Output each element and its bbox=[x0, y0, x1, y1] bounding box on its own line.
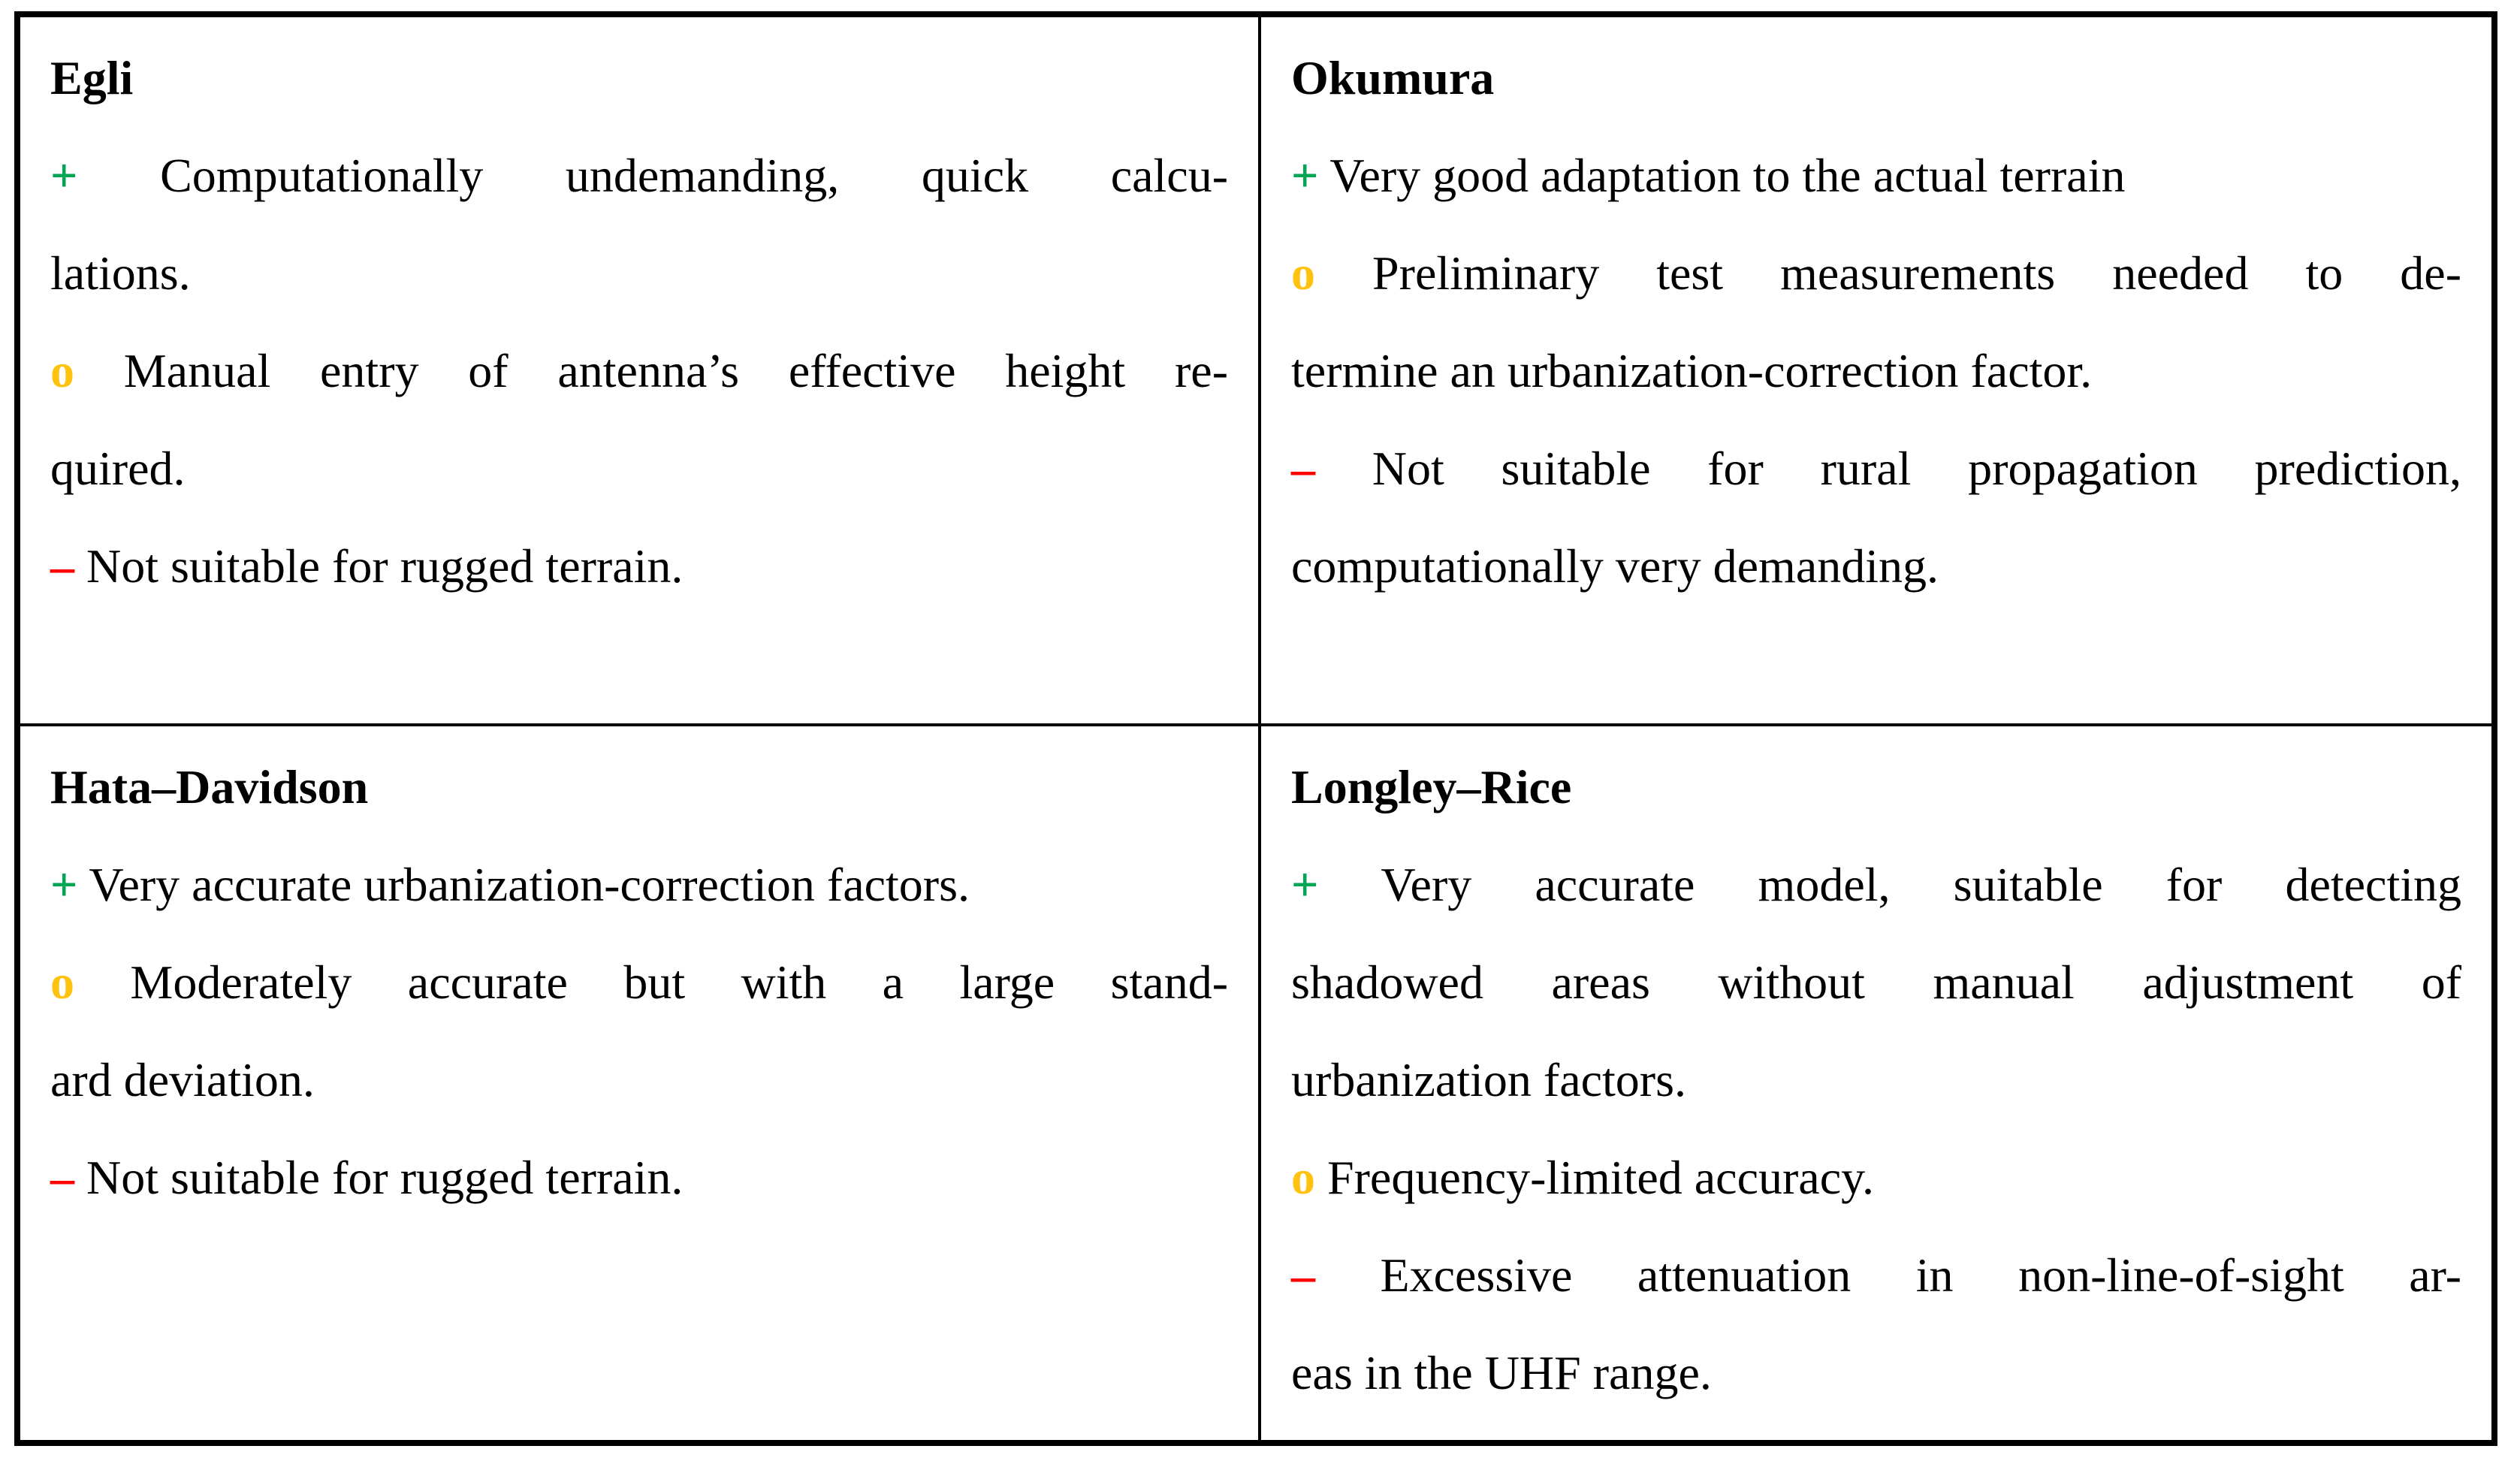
pro-line-continuation: shadowed areas without manual adjustment… bbox=[1291, 934, 2461, 1031]
neutral-marker: o bbox=[1291, 1151, 1315, 1204]
neutral-text: Moderately accurate but with a large sta… bbox=[130, 955, 1229, 1009]
neutral-marker: o bbox=[50, 955, 74, 1009]
con-line: – Not suitable for rugged terrain. bbox=[50, 1129, 1228, 1227]
con-text: Not suitable for rugged terrain. bbox=[86, 539, 684, 593]
pro-line: + Very accurate urbanization-correction … bbox=[50, 836, 1228, 934]
neutral-text: Preliminary test measurements needed to … bbox=[1372, 246, 2462, 300]
pro-line: + Very good adaptation to the actual ter… bbox=[1291, 127, 2461, 225]
con-line: – Not suitable for rural propagation pre… bbox=[1291, 420, 2461, 518]
minus-marker: – bbox=[1291, 442, 1315, 495]
neutral-text: Frequency-limited accuracy. bbox=[1327, 1151, 1874, 1204]
cell-egli: Egli + Computationally undemanding, quic… bbox=[20, 17, 1258, 723]
cell-hata-davidson: Hata–Davidson + Very accurate urbanizati… bbox=[20, 723, 1258, 1440]
pro-line: + Computationally undemanding, quick cal… bbox=[50, 127, 1228, 225]
pro-text: Very accurate model, suitable for detect… bbox=[1381, 858, 2462, 911]
con-text: Not suitable for rugged terrain. bbox=[86, 1151, 684, 1204]
con-line: – Not suitable for rugged terrain. bbox=[50, 518, 1228, 615]
neutral-line: o Preliminary test measurements needed t… bbox=[1291, 225, 2461, 322]
neutral-text: quired. bbox=[50, 442, 186, 495]
neutral-marker: o bbox=[1291, 246, 1315, 300]
plus-marker: + bbox=[50, 149, 78, 202]
propagation-models-comparison-table: Egli + Computationally undemanding, quic… bbox=[14, 11, 2497, 1446]
minus-marker: – bbox=[50, 539, 74, 593]
minus-marker: – bbox=[50, 1151, 74, 1204]
neutral-line: o Manual entry of antenna’s effective he… bbox=[50, 322, 1228, 420]
plus-marker: + bbox=[1291, 858, 1319, 911]
neutral-line: o Frequency-limited accuracy. bbox=[1291, 1129, 2461, 1227]
neutral-text: Manual entry of antenna’s effective heig… bbox=[123, 344, 1229, 397]
con-text: eas in the UHF range. bbox=[1291, 1346, 1712, 1399]
con-text: Excessive attenuation in non-line-of-sig… bbox=[1380, 1248, 2462, 1302]
con-line-continuation: computationally very demanding. bbox=[1291, 518, 2461, 615]
neutral-line-continuation: quired. bbox=[50, 420, 1228, 518]
model-title: Hata–Davidson bbox=[50, 760, 369, 813]
pro-text: Computationally undemanding, quick calcu… bbox=[160, 149, 1229, 202]
pro-line-continuation: urbanization factors. bbox=[1291, 1031, 2461, 1129]
con-text: computationally very demanding. bbox=[1291, 539, 1939, 593]
pro-text: lations. bbox=[50, 246, 191, 300]
con-line: – Excessive attenuation in non-line-of-s… bbox=[1291, 1227, 2461, 1324]
pro-line: + Very accurate model, suitable for dete… bbox=[1291, 836, 2461, 934]
con-line-continuation: eas in the UHF range. bbox=[1291, 1324, 2461, 1422]
con-text: Not suitable for rural propagation predi… bbox=[1372, 442, 2462, 495]
neutral-line-continuation: termine an urbanization-correction facto… bbox=[1291, 322, 2461, 420]
pro-text: Very good adaptation to the actual terra… bbox=[1329, 149, 2126, 202]
cell-okumura: Okumura + Very good adaptation to the ac… bbox=[1258, 17, 2491, 723]
plus-marker: + bbox=[1291, 149, 1319, 202]
neutral-text: ard deviation. bbox=[50, 1053, 315, 1106]
neutral-marker: o bbox=[50, 344, 74, 397]
pro-text: shadowed areas without manual adjustment… bbox=[1291, 955, 2461, 1009]
model-title: Okumura bbox=[1291, 51, 1495, 104]
plus-marker: + bbox=[50, 858, 78, 911]
neutral-line: o Moderately accurate but with a large s… bbox=[50, 934, 1228, 1031]
minus-marker: – bbox=[1291, 1248, 1315, 1302]
neutral-line-continuation: ard deviation. bbox=[50, 1031, 1228, 1129]
pro-text: urbanization factors. bbox=[1291, 1053, 1686, 1106]
pro-text: Very accurate urbanization-correction fa… bbox=[89, 858, 970, 911]
neutral-text: termine an urbanization-correction facto… bbox=[1291, 344, 2093, 397]
pro-line-continuation: lations. bbox=[50, 225, 1228, 322]
cell-longley-rice: Longley–Rice + Very accurate model, suit… bbox=[1258, 723, 2491, 1440]
model-title: Egli bbox=[50, 51, 134, 104]
model-title: Longley–Rice bbox=[1291, 760, 1572, 813]
